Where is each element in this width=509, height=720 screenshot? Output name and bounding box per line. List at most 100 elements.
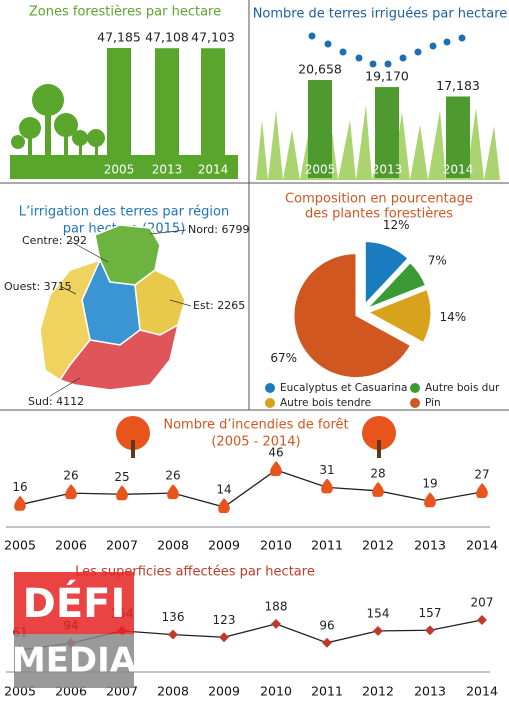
value-label: 157	[419, 606, 442, 620]
chart-title: Zones forestières par hectare	[29, 5, 221, 20]
trunk	[64, 130, 68, 155]
trunk	[95, 140, 98, 155]
flame-marker	[270, 461, 282, 476]
x-tick-label: 2010	[260, 538, 292, 553]
drop	[384, 60, 392, 68]
value-label: 17,183	[436, 78, 480, 93]
leader-line	[149, 229, 187, 235]
trunk	[377, 440, 381, 458]
x-tick-label: 2013	[414, 538, 446, 553]
chart-title: L’irrigation des terres par région	[19, 205, 229, 220]
flame-marker	[14, 495, 26, 511]
diamond-marker	[271, 618, 281, 629]
value-label: 207	[471, 596, 494, 610]
drop	[458, 34, 466, 42]
pie-slice	[364, 241, 409, 305]
tree-crown	[116, 416, 150, 450]
slice-label: 12%	[383, 218, 410, 232]
x-tick-label: 2013	[372, 163, 403, 177]
leader-line	[49, 377, 81, 397]
region-label: Centre: 292	[22, 234, 87, 247]
x-tick-label: 2011	[311, 538, 343, 553]
legend-swatch	[265, 398, 275, 408]
value-label: 47,103	[191, 30, 235, 45]
legend-label: Pin	[425, 397, 441, 409]
flame-marker	[116, 485, 128, 501]
region	[58, 323, 180, 391]
watermark-text: MEDIA	[12, 641, 137, 681]
chart-title: Nombre de terres irriguées par hectare	[253, 7, 508, 22]
value-label: 16	[12, 480, 27, 494]
flame-marker	[167, 484, 179, 500]
region-label: Sud: 4112	[28, 395, 84, 408]
leader-line	[169, 299, 192, 307]
x-tick-label: 2012	[362, 684, 394, 699]
bar	[375, 87, 399, 178]
x-tick-label: 2011	[311, 684, 343, 699]
value-label: 19,170	[365, 69, 409, 84]
diamond-marker	[373, 625, 383, 636]
x-tick-label: 2010	[260, 684, 292, 699]
flame-marker	[372, 481, 384, 497]
x-tick-label: 2009	[208, 684, 240, 699]
trunk	[131, 440, 135, 458]
drop	[369, 60, 377, 68]
drop	[324, 40, 332, 48]
pie-slice	[367, 288, 432, 343]
tree	[19, 117, 41, 139]
chart-title: Composition en pourcentage	[285, 192, 473, 207]
tree	[87, 129, 105, 147]
x-tick-label: 2005	[104, 163, 135, 177]
value-label: 19	[422, 477, 437, 491]
x-tick-label: 2014	[198, 163, 229, 177]
drop	[429, 42, 437, 50]
bar	[155, 48, 179, 178]
drop	[443, 38, 451, 46]
grass	[256, 105, 500, 180]
diamond-marker	[425, 625, 435, 636]
x-tick-label: 2012	[362, 538, 394, 553]
chart-title: Les superficies affectées par hectare	[75, 565, 315, 580]
watermark-text: DÉFI	[23, 579, 126, 627]
flame-marker	[65, 484, 77, 500]
flame-marker	[476, 482, 488, 498]
leader-line	[61, 286, 77, 295]
watermark-top	[14, 572, 134, 634]
region-label: Ouest: 3715	[4, 280, 72, 293]
pie-slice	[293, 253, 411, 379]
legend-swatch	[265, 383, 275, 393]
value-label: 123	[213, 613, 236, 627]
x-tick-label: 2013	[414, 684, 446, 699]
drop	[339, 48, 347, 56]
value-label: 27	[474, 467, 489, 481]
diamond-marker	[477, 615, 487, 625]
bar	[446, 96, 470, 178]
diamond-marker	[168, 629, 178, 640]
x-tick-label: 2013	[152, 163, 183, 177]
x-tick-label: 2006	[55, 538, 87, 553]
tree	[32, 84, 64, 116]
value-label: 47,108	[145, 30, 189, 45]
legend-swatch	[410, 383, 420, 393]
region-label: Nord: 6799	[188, 223, 249, 236]
tree	[11, 135, 25, 149]
tree	[54, 113, 78, 137]
diamond-marker	[219, 632, 229, 643]
region-label: Est: 2265	[193, 299, 245, 312]
x-tick-label: 2014	[466, 684, 498, 699]
value-label: 26	[63, 469, 78, 483]
trunk	[45, 110, 51, 155]
value-label: 20,658	[298, 62, 342, 77]
drop	[414, 48, 422, 56]
leader-line	[69, 240, 109, 263]
flame-marker	[218, 498, 230, 513]
x-tick-label: 2014	[466, 538, 498, 553]
x-tick-label: 2008	[157, 684, 189, 699]
region	[39, 258, 102, 382]
legend-label: Autre bois tendre	[280, 397, 371, 409]
value-label: 26	[165, 469, 180, 483]
trunk	[28, 132, 32, 155]
x-tick-label: 2005	[4, 538, 36, 553]
drop	[308, 32, 316, 40]
